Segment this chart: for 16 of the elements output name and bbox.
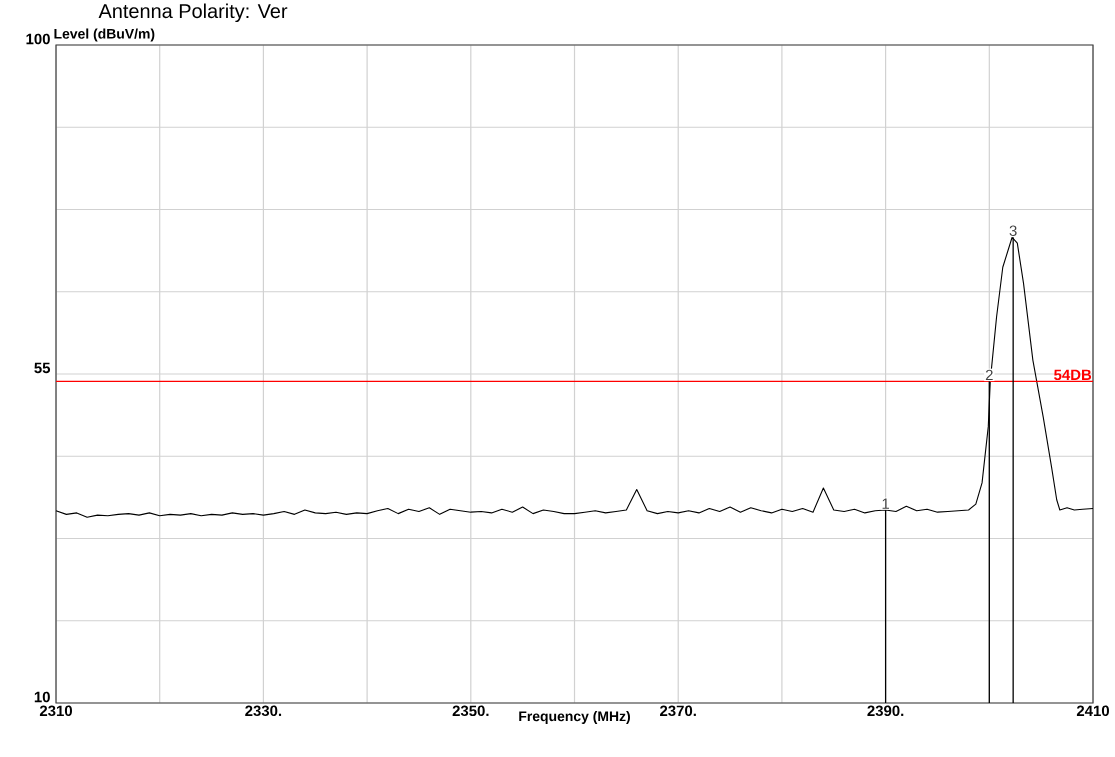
x-tick-label: 2350. xyxy=(452,705,489,717)
x-tick-label: 2410 xyxy=(1076,705,1109,717)
y-tick-label: 10 xyxy=(34,691,50,703)
x-axis-title: Frequency (MHz) xyxy=(519,710,630,724)
y-axis-title: Level (dBuV/m) xyxy=(54,28,155,42)
annotation: 2 xyxy=(985,369,993,381)
x-tick-label: 2390. xyxy=(867,705,904,717)
annotation: 1 xyxy=(882,498,890,509)
y-tick-label: 55 xyxy=(34,362,51,374)
ref-line-label: 54DB xyxy=(1054,369,1092,381)
x-tick-label: 2370. xyxy=(660,705,696,717)
y-tick-label: 100 xyxy=(26,33,50,45)
x-tick-label: 2310 xyxy=(39,705,72,717)
chart-title: Antenna Polarity: Ver xyxy=(98,3,288,23)
annotation: 3 xyxy=(1009,225,1017,237)
x-tick-label: 2330. xyxy=(245,705,282,717)
